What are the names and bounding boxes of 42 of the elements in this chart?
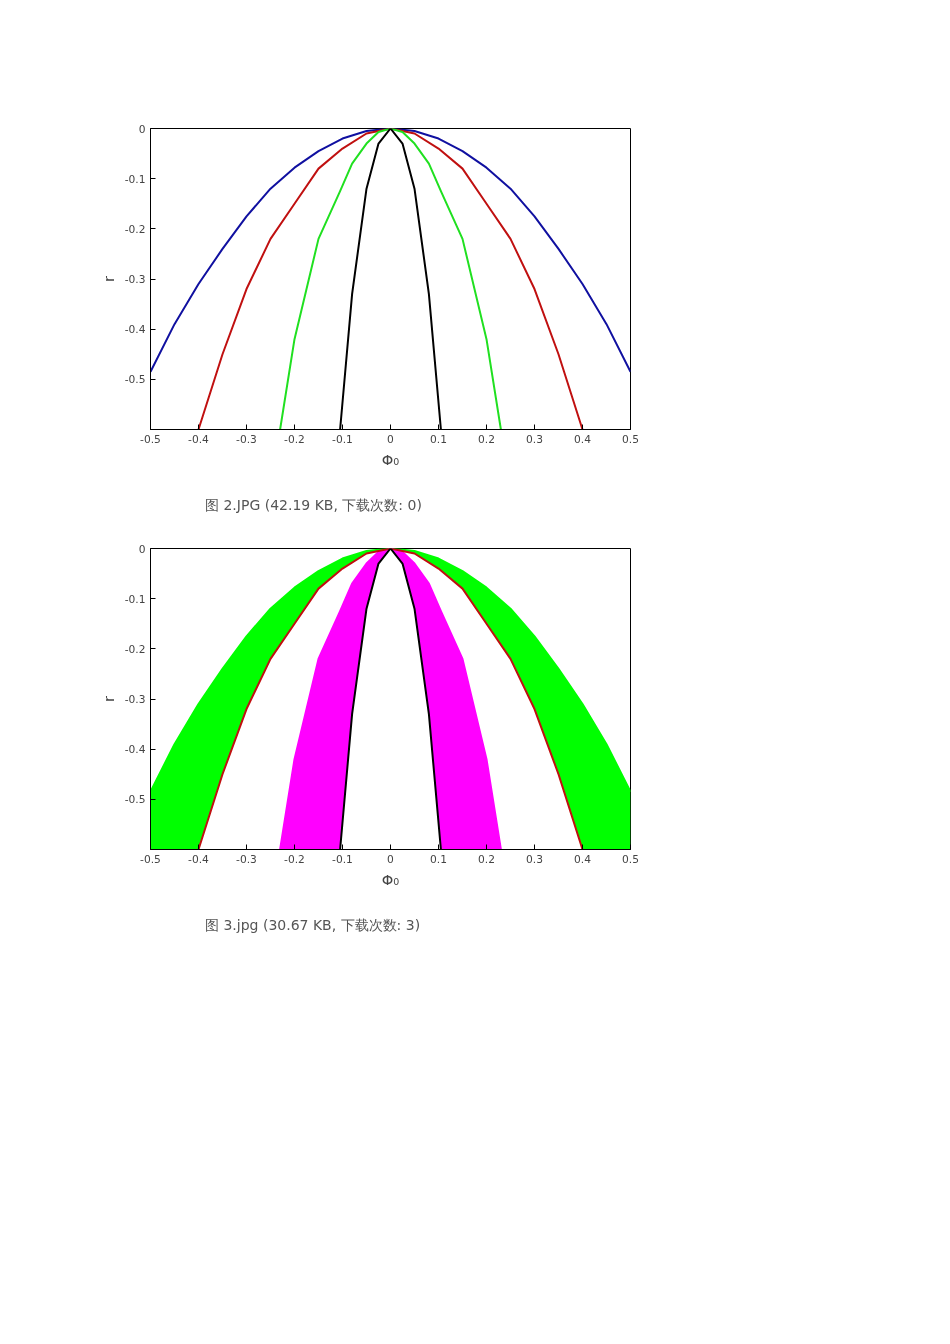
y-tick-label: -0.4 [124, 743, 146, 757]
line-series [197, 548, 584, 850]
x-tick-label: -0.3 [236, 432, 257, 446]
y-tick-label: -0.4 [124, 323, 146, 337]
x-tick-label: 0.1 [430, 852, 447, 866]
y-tick-label: -0.2 [124, 642, 146, 656]
y-tick-label: -0.1 [124, 592, 146, 606]
x-tick-label: 0.5 [622, 432, 639, 446]
caption: 图 3.jpg (30.67 KB, 下载次数: 3) [205, 916, 421, 935]
x-tick-label: -0.4 [188, 852, 210, 866]
x-tick-label: 0.2 [478, 432, 495, 446]
caption: 图 2.JPG (42.19 KB, 下载次数: 0) [205, 496, 422, 515]
x-tick-label: -0.3 [236, 852, 257, 866]
x-axis-title: Φ₀ [381, 870, 400, 888]
x-tick-label: 0.3 [526, 432, 543, 446]
y-tick-label: -0.5 [124, 793, 146, 807]
x-tick-label: -0.2 [284, 852, 305, 866]
y-tick-label: -0.2 [124, 222, 146, 236]
line-series [279, 128, 502, 430]
y-tick-label: -0.1 [124, 172, 146, 186]
line-series [197, 128, 584, 430]
x-tick-label: 0.5 [622, 852, 639, 866]
x-tick-label: -0.2 [284, 432, 305, 446]
x-tick-label: 0 [387, 852, 395, 866]
y-tick-label: 0 [138, 542, 146, 556]
x-tick-label: 0.4 [574, 432, 592, 446]
x-tick-label: 0.1 [430, 432, 447, 446]
y-tick-label: -0.3 [124, 693, 146, 706]
x-tick-label: 0.3 [526, 852, 543, 866]
x-axis-title: Φ₀ [381, 450, 400, 468]
line-series [150, 128, 631, 373]
y-tick-label: -0.3 [124, 273, 146, 286]
y-axis-title: r [99, 275, 117, 283]
x-tick-label: -0.1 [332, 852, 353, 866]
y-tick-label: 0 [138, 122, 146, 136]
y-axis-title: r [99, 695, 117, 703]
x-tick-label: -0.1 [332, 432, 353, 446]
x-tick-label: 0.2 [478, 852, 495, 866]
y-tick-label: -0.5 [124, 373, 146, 387]
x-tick-label: 0 [387, 432, 395, 446]
x-tick-label: 0.4 [574, 852, 592, 866]
x-tick-label: -0.4 [188, 432, 210, 446]
